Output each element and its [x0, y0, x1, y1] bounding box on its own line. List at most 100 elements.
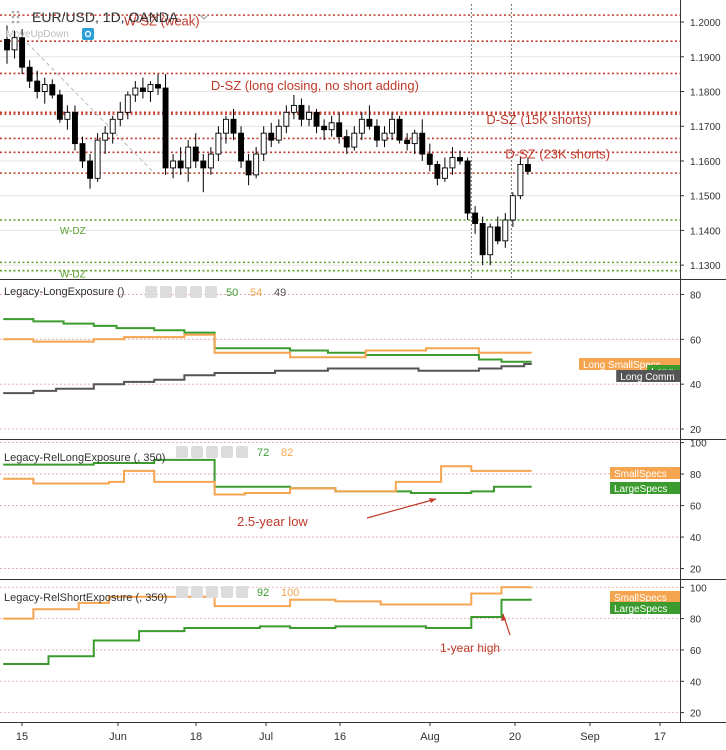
legend-label: LargeSpecs: [614, 484, 667, 495]
legend-tag: [610, 591, 680, 603]
price-panel[interactable]: W-SZ (weak) D-SZ (long closing, no short …: [0, 4, 721, 280]
more-icon[interactable]: [221, 586, 233, 598]
candle-up: [275, 119, 282, 144]
candle-up: [283, 105, 290, 134]
y-tick-label: 100: [690, 439, 707, 450]
indicator-toolbar[interactable]: [176, 586, 248, 598]
collapse-chevron-icon[interactable]: [199, 14, 209, 20]
candle-body: [109, 118, 116, 134]
candle-down: [419, 119, 426, 161]
candle-body: [509, 195, 516, 221]
candle-up: [351, 126, 358, 151]
indicator-settings-icon[interactable]: [82, 28, 94, 40]
candle-up: [170, 154, 177, 179]
candle-body: [34, 80, 41, 92]
candle-down: [139, 77, 146, 99]
close-icon[interactable]: [205, 286, 217, 298]
rel-long-exposure-panel[interactable]: 100 80 60 40 20 SmallSpecs LargeSpecs Legacy-…: [0, 439, 707, 576]
candle-up: [132, 81, 139, 102]
candle-body: [222, 118, 229, 134]
grip-handle-icon[interactable]: [11, 10, 20, 24]
annotations: W-SZ (weak) D-SZ (long closing, no short …: [60, 14, 610, 281]
candle-down: [19, 29, 26, 75]
candle-up: [222, 115, 229, 144]
candle-down: [71, 105, 78, 151]
candle-up: [102, 126, 109, 155]
legend-tag: [616, 370, 680, 382]
copy-icon-bg: [206, 446, 218, 458]
series-line: [3, 598, 532, 665]
candle-body: [147, 84, 154, 92]
trend-line: [21, 37, 155, 174]
y-tick-label: 40: [690, 533, 702, 544]
candle-up: [487, 223, 494, 266]
x-tick-label: 17: [654, 731, 666, 743]
more-icon-bg: [190, 286, 202, 298]
eye-icon-bg: [176, 586, 188, 598]
candle-body: [79, 143, 86, 162]
more-icon[interactable]: [221, 446, 233, 458]
settings-icon[interactable]: [191, 446, 203, 458]
x-tick-label: Aug: [420, 731, 440, 743]
time-axis[interactable]: 15 Jun 18 Jul 16 Aug 20 Sep 17: [16, 722, 666, 743]
candle-body: [207, 153, 214, 169]
candle-body: [517, 163, 524, 197]
candle-down: [162, 74, 169, 175]
indicator-value: 82: [281, 447, 293, 459]
legend-label: SmallSpecs: [614, 469, 667, 480]
indicator-value: 92: [257, 587, 269, 599]
candle-body: [487, 226, 494, 256]
candle-body: [366, 118, 373, 127]
copy-icon[interactable]: [206, 446, 218, 458]
close-icon-bg: [236, 446, 248, 458]
candle-up: [124, 91, 131, 120]
eye-icon[interactable]: [176, 446, 188, 458]
candles: [4, 25, 531, 266]
candle-down: [525, 157, 531, 175]
indicator-value: 50: [226, 287, 238, 299]
indicator-toolbar[interactable]: [176, 446, 248, 458]
settings-icon[interactable]: [191, 586, 203, 598]
more-icon[interactable]: [190, 286, 202, 298]
close-icon[interactable]: [236, 586, 248, 598]
eye-icon[interactable]: [176, 586, 188, 598]
candle-up: [411, 129, 418, 155]
candle-body: [441, 167, 448, 179]
indicator-toolbar[interactable]: [145, 286, 217, 298]
long-exposure-gridlines: [0, 294, 680, 430]
candle-up: [253, 147, 260, 179]
candle-body: [502, 219, 509, 242]
panel-separators[interactable]: [0, 0, 726, 723]
candle-up: [147, 81, 154, 102]
long-exposure-panel[interactable]: 80 60 40 20 Long SmallSpecsLongLong Comm Le…: [0, 286, 702, 436]
series-line: [3, 586, 532, 620]
copy-icon[interactable]: [206, 586, 218, 598]
price-axis[interactable]: 1.2000 1.1900 1.1800 1.1700 1.1600 1.1500 1.14…: [680, 18, 721, 272]
candle-body: [336, 122, 343, 138]
copy-icon[interactable]: [175, 286, 187, 298]
rel-long-axis[interactable]: 100 80 60 40 20: [680, 439, 707, 576]
candle-down: [155, 74, 161, 95]
close-icon[interactable]: [236, 446, 248, 458]
zone-lines: [0, 14, 680, 272]
settings-icon[interactable]: [160, 286, 172, 298]
long-exposure-legend: Long SmallSpecsLongLong Comm: [579, 358, 680, 383]
eye-icon[interactable]: [145, 286, 157, 298]
y-tick-label: 20: [690, 425, 702, 436]
candle-body: [321, 125, 328, 131]
candle-body: [268, 132, 275, 141]
rel-short-gridlines: [0, 586, 680, 713]
candle-down: [396, 115, 403, 144]
candle-body: [102, 132, 109, 141]
long-exposure-axis[interactable]: 80 60 40 20: [680, 290, 702, 436]
candle-body: [230, 118, 237, 134]
legend-tag: [610, 467, 680, 479]
indicator-name-label: MoveUpDown: [6, 29, 69, 40]
candle-body: [396, 118, 403, 141]
rel-short-axis[interactable]: 100 80 60 40 20: [680, 583, 707, 720]
candle-body: [434, 163, 441, 179]
copy-icon-bg: [175, 286, 187, 298]
zone-annotation: W-DZ: [60, 226, 86, 237]
y-tick-label: 20: [690, 709, 702, 720]
